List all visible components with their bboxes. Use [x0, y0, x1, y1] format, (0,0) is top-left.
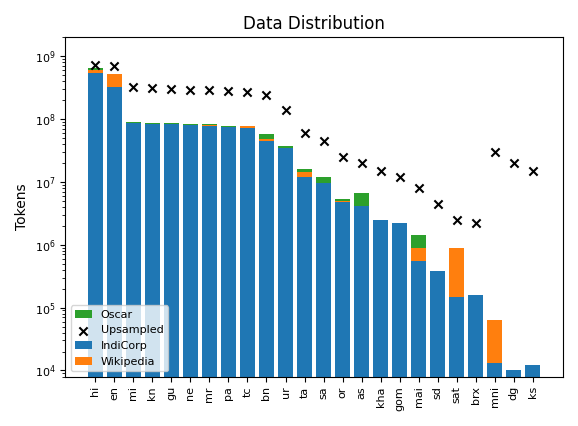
Upsampled — [338, 153, 347, 160]
Bar — [411, 261, 426, 426]
Upsampled — [395, 173, 404, 180]
Legend: Oscar, Upsampled, IndiCorp, Wikipedia: Oscar, Upsampled, IndiCorp, Wikipedia — [71, 305, 168, 371]
Bar — [430, 271, 445, 426]
Bar — [354, 206, 369, 426]
Bar — [449, 296, 464, 426]
Upsampled — [243, 89, 252, 95]
Bar — [259, 141, 274, 426]
Upsampled — [110, 63, 119, 69]
Bar — [164, 124, 179, 426]
Bar — [240, 128, 255, 426]
Bar — [88, 68, 103, 70]
Bar — [297, 177, 312, 426]
Bar — [354, 193, 369, 206]
Bar — [144, 123, 160, 124]
Bar — [278, 148, 293, 426]
Bar — [107, 86, 122, 426]
Upsampled — [376, 167, 385, 174]
Upsampled — [414, 184, 423, 191]
Bar — [525, 366, 540, 426]
Bar — [240, 127, 255, 128]
Bar — [297, 172, 312, 177]
Y-axis label: Tokens: Tokens — [15, 184, 29, 230]
Bar — [126, 123, 141, 426]
Bar — [316, 177, 331, 183]
Upsampled — [300, 130, 309, 136]
Bar — [126, 122, 141, 123]
Bar — [335, 199, 350, 201]
Bar — [335, 202, 350, 426]
Bar — [468, 295, 483, 426]
Bar — [297, 169, 312, 172]
Bar — [411, 235, 426, 248]
Bar — [221, 127, 236, 426]
Bar — [221, 126, 236, 127]
Bar — [202, 126, 217, 426]
Bar — [202, 124, 217, 125]
Upsampled — [281, 106, 290, 113]
Upsampled — [224, 88, 233, 95]
Upsampled — [490, 149, 499, 155]
Upsampled — [452, 216, 461, 223]
Bar — [411, 248, 426, 261]
Bar — [88, 70, 103, 72]
Bar — [183, 125, 198, 426]
Upsampled — [91, 62, 100, 69]
Upsampled — [129, 84, 138, 91]
Upsampled — [471, 220, 480, 227]
Bar — [202, 125, 217, 126]
Bar — [487, 320, 502, 363]
Upsampled — [357, 160, 366, 167]
Bar — [107, 74, 122, 86]
Bar — [88, 72, 103, 426]
Upsampled — [205, 86, 214, 93]
Bar — [259, 139, 274, 141]
Bar — [506, 371, 521, 426]
Upsampled — [262, 92, 271, 98]
Bar — [392, 223, 407, 426]
Bar — [373, 220, 388, 426]
Upsampled — [167, 86, 176, 92]
Bar — [259, 134, 274, 139]
Upsampled — [509, 160, 518, 167]
Upsampled — [186, 86, 195, 93]
Upsampled — [433, 200, 442, 207]
Bar — [316, 183, 331, 426]
Bar — [335, 201, 350, 202]
Upsampled — [148, 85, 157, 92]
Bar — [144, 124, 160, 426]
Bar — [487, 363, 502, 426]
Bar — [183, 124, 198, 125]
Bar — [278, 146, 293, 148]
Upsampled — [319, 138, 328, 144]
Upsampled — [528, 167, 538, 174]
Bar — [449, 248, 464, 296]
Title: Data Distribution: Data Distribution — [243, 15, 385, 33]
